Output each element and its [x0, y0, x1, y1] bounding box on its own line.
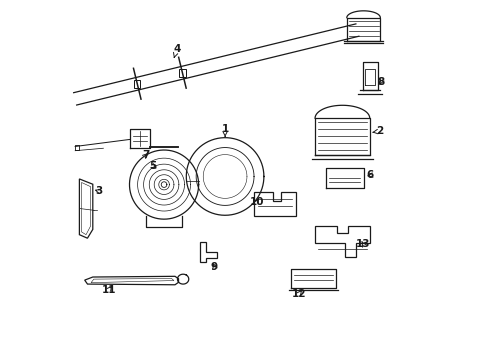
Text: 10: 10	[249, 197, 264, 207]
Text: 7: 7	[142, 150, 149, 160]
Text: 4: 4	[173, 45, 180, 58]
Text: 13: 13	[355, 239, 370, 249]
Text: 11: 11	[101, 285, 116, 295]
Text: 1: 1	[221, 124, 228, 137]
Text: 9: 9	[210, 262, 218, 272]
Text: 8: 8	[377, 77, 384, 87]
Text: 2: 2	[372, 126, 383, 136]
Text: 5: 5	[149, 161, 156, 171]
Text: 6: 6	[366, 170, 373, 180]
Text: 12: 12	[291, 289, 306, 298]
Text: 3: 3	[95, 186, 102, 196]
